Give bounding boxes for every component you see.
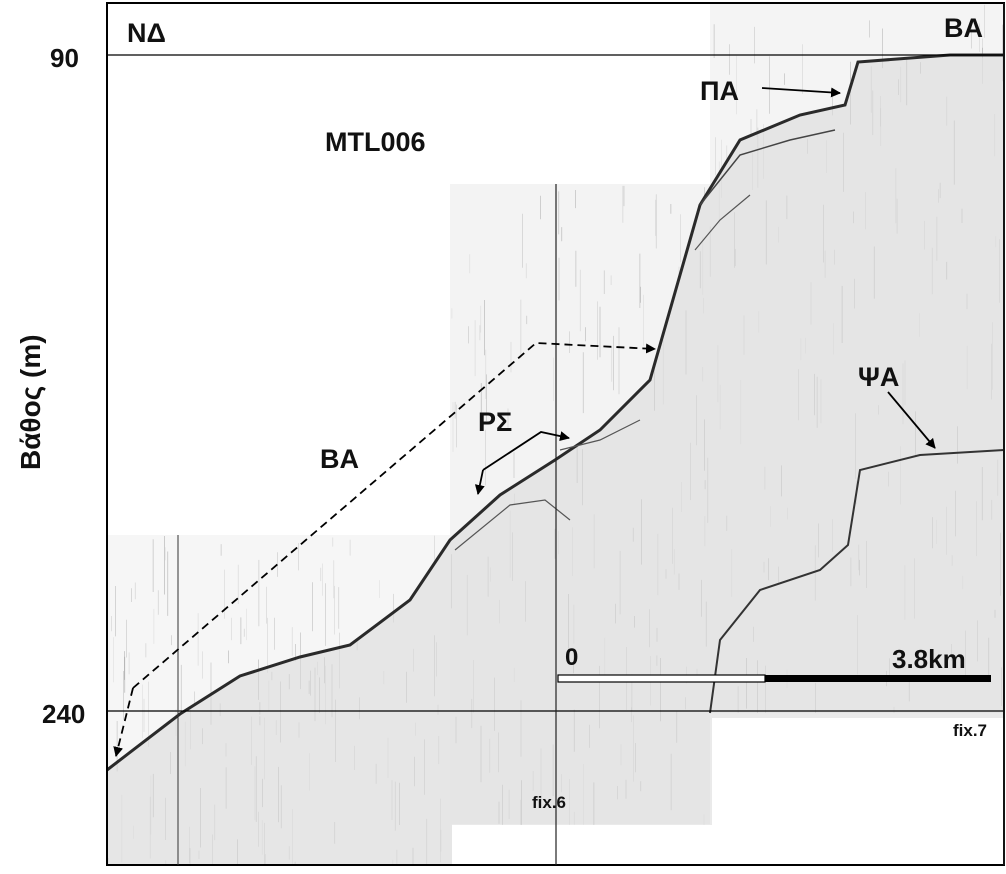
y-axis-label: Βάθος (m) xyxy=(15,334,46,470)
scale-bar-end-label: 3.8km xyxy=(892,644,966,674)
internal-reflector-upper xyxy=(699,129,836,206)
seabed-reflector xyxy=(106,53,1004,772)
scale-bar-dark xyxy=(765,675,991,682)
fix-6-label: fix.6 xyxy=(532,793,566,812)
internal-reflector-lower xyxy=(454,499,571,551)
arrow-icon xyxy=(761,87,841,98)
arrow-icon xyxy=(482,431,570,471)
blank-area-lower-right xyxy=(712,718,1004,865)
depth-tick-90: 90 xyxy=(50,43,79,73)
orientation-right: ΒΑ xyxy=(944,13,983,43)
arrow-icon xyxy=(887,391,936,449)
dashed-arrow-icon xyxy=(132,342,656,689)
label-ba: ΒΑ xyxy=(320,444,359,474)
fix-7-label: fix.7 xyxy=(953,721,987,740)
buried-terrace-reflector xyxy=(709,449,1005,714)
orientation-left: ΝΔ xyxy=(127,18,166,48)
dashed-arrow-icon xyxy=(113,687,134,757)
scale-bar-start-label: 0 xyxy=(565,644,578,671)
internal-reflector-mid xyxy=(559,419,641,451)
label-pa: ΠΑ xyxy=(700,76,739,106)
label-rs: ΡΣ xyxy=(478,407,512,437)
profile-name: MTL006 xyxy=(325,127,426,157)
blank-area-bottom-middle xyxy=(452,825,712,865)
arrow-icon xyxy=(474,469,485,495)
internal-reflector-slope xyxy=(694,194,751,251)
scale-bar-light xyxy=(557,674,766,683)
label-psa: ΨΑ xyxy=(858,362,899,392)
depth-tick-240: 240 xyxy=(42,699,85,729)
